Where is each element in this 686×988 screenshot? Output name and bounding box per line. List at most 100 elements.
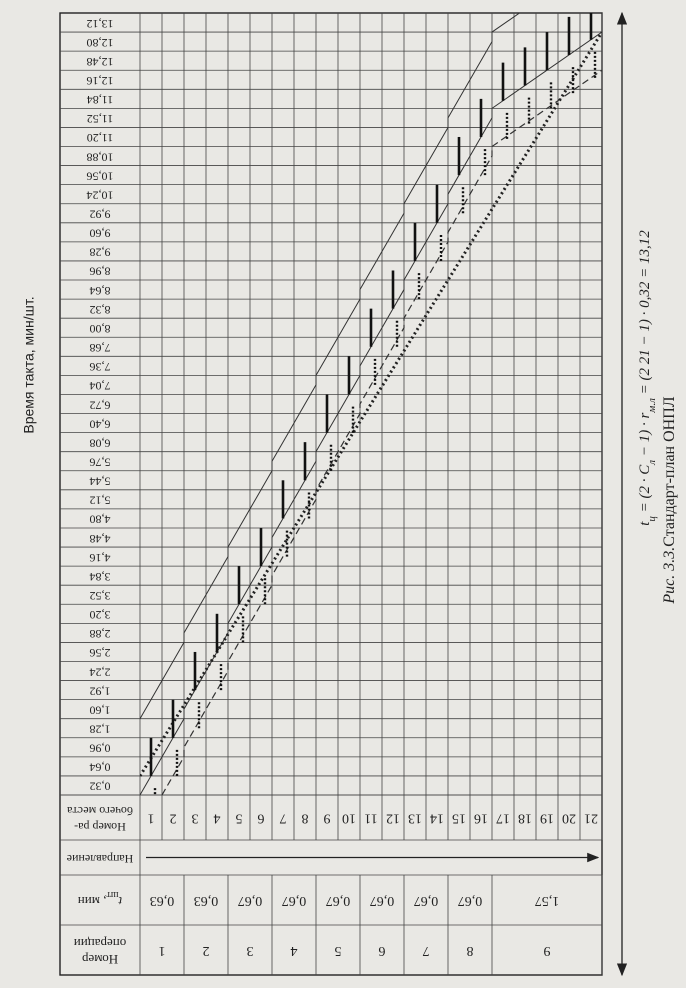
operation-number: 7 (423, 943, 430, 958)
time-label: 5,44 (89, 475, 110, 489)
time-label: 7,36 (90, 360, 111, 374)
time-label: 3,52 (90, 589, 111, 603)
workplace-number: 4 (214, 810, 221, 825)
workplace-number: 14 (430, 810, 444, 825)
time-label: 4,48 (90, 532, 111, 546)
time-label: 5,12 (90, 494, 111, 508)
operation-time: 0,63 (150, 893, 175, 908)
workplace-number: 20 (562, 810, 576, 825)
time-label: 6,72 (90, 398, 111, 412)
operation-time: 0,63 (194, 893, 219, 908)
caption-text: Стандарт-план ОНПЛ (661, 396, 678, 547)
workplace-number: 9 (324, 810, 331, 825)
operation-number: 1 (159, 943, 166, 958)
workplace-number: 8 (302, 810, 309, 825)
workplace-number: 17 (496, 810, 510, 825)
time-label: 9,92 (90, 208, 111, 222)
time-label: 0,96 (90, 742, 111, 756)
caption-label: Рис. 3.3. (661, 547, 678, 605)
formula-subscript: л (646, 460, 658, 466)
workplace-number: 7 (280, 810, 287, 825)
time-label: 8,32 (90, 303, 111, 317)
formula-subscript: ц (646, 516, 658, 522)
schedule-line (140, 13, 602, 719)
time-label: 0,64 (90, 761, 111, 775)
title: Время такта, мин/шт. (21, 296, 37, 433)
time-label: 12,48 (87, 55, 114, 69)
schedule (140, 13, 602, 795)
time-label: 2,56 (90, 646, 111, 660)
formula-part: − 1) · r (637, 413, 653, 460)
rotated-page: Время такта, мин/шт.tц = (2 · Сл − 1) · … (21, 11, 678, 977)
time-label: 2,24 (90, 665, 111, 679)
time-label: 2,88 (90, 627, 111, 641)
time-label: 0,32 (90, 780, 111, 794)
formula-part: t (637, 521, 653, 526)
operation-time: 0,67 (458, 893, 483, 908)
operation-number: 8 (467, 943, 474, 958)
operation-number: 6 (379, 943, 386, 958)
time-label: 4,16 (90, 551, 111, 565)
workplace-number: 16 (474, 810, 488, 825)
formula-subscript: м.л (646, 398, 658, 414)
time-label: 10,88 (87, 150, 114, 164)
workplace-number: 11 (364, 810, 377, 825)
operation-number: 5 (335, 943, 342, 958)
workplace-number: 21 (584, 810, 598, 825)
time-label: 12,16 (87, 74, 114, 88)
time-label: 11,52 (87, 112, 114, 126)
operation-number: 9 (544, 943, 551, 958)
workplace-number: 6 (258, 810, 265, 825)
workplace-number: 2 (170, 810, 177, 825)
operation-time: 0,67 (326, 893, 351, 908)
operation-time: 0,67 (282, 893, 307, 908)
time-label: 7,04 (90, 379, 111, 393)
operation-number: 2 (203, 943, 210, 958)
operation-time: 0,67 (238, 893, 263, 908)
time-label: 8,96 (90, 265, 111, 279)
time-label: 11,20 (87, 131, 114, 145)
formula-part: = (2 21 − 1) · 0,32 = 13,12 (637, 230, 653, 398)
formula: tц = (2 · Сл − 1) · rм.л = (2 21 − 1) · … (637, 230, 657, 526)
schedule-line (140, 31, 602, 795)
operation-time: 1,57 (535, 893, 560, 908)
time-label: 10,24 (87, 188, 114, 202)
header-time: tшт, мин (78, 889, 122, 909)
time-label: 6,40 (90, 417, 111, 431)
operation-number: 4 (291, 943, 298, 958)
time-label: 3,20 (90, 608, 111, 622)
formula-part: = (2 · С (637, 464, 653, 516)
time-label: 1,92 (90, 684, 111, 698)
time-label: 8,64 (90, 284, 111, 298)
time-label: 11,84 (87, 93, 114, 107)
header-operation: Номер (82, 952, 118, 967)
time-label: 8,00 (90, 322, 111, 336)
header-workplace: Номер ра- (74, 820, 126, 834)
header-operation: операции (74, 936, 126, 951)
workplace-number: 3 (192, 810, 199, 825)
time-label: 13,12 (87, 17, 114, 31)
time-label: 7,68 (90, 341, 111, 355)
time-label: 1,60 (90, 703, 111, 717)
time-label: 10,56 (87, 169, 114, 183)
workplace-number: 13 (408, 810, 422, 825)
caption: Рис. 3.3.Стандарт-план ОНПЛ (661, 396, 678, 604)
time-label: 5,76 (90, 455, 111, 469)
workplace-number: 5 (236, 810, 243, 825)
time-label: 6,08 (90, 436, 111, 450)
time-label: 12,80 (87, 36, 114, 50)
workplace-number: 10 (342, 810, 356, 825)
table-border (59, 12, 603, 976)
header-workplace: бочего места (66, 804, 133, 818)
schedule-dashed-line (140, 69, 602, 795)
operation-time: 0,67 (370, 893, 395, 908)
workplace-number: 1 (148, 810, 155, 825)
header-direction: Направление (67, 852, 134, 866)
time-label: 9,60 (90, 227, 111, 241)
header-time-t: t (118, 894, 122, 909)
workplace-number: 19 (540, 810, 554, 825)
operation-number: 3 (247, 943, 254, 958)
operation-time: 0,67 (414, 893, 439, 908)
